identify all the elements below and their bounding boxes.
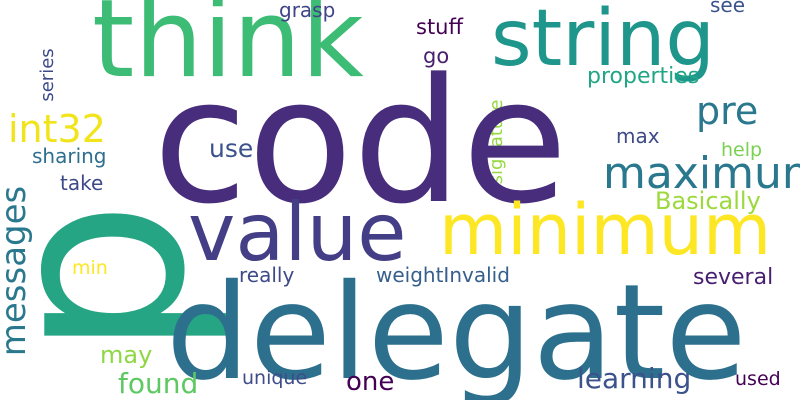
word-int32: int32 (8, 107, 106, 151)
word-one: one (346, 367, 395, 397)
word-stuff: stuff (416, 15, 463, 39)
word-used: used (735, 368, 781, 390)
word-pre: pre (696, 89, 759, 133)
word-basically: Basically (655, 187, 761, 215)
word-min: min (72, 257, 108, 279)
word-weightinvalid: weightInvalid (376, 263, 510, 287)
word-grasp: grasp (279, 0, 336, 22)
word-series: series (37, 48, 58, 102)
word-delegate: delegate (166, 256, 747, 400)
word-unique: unique (242, 367, 308, 389)
word-max: max (616, 124, 660, 148)
word-minimum: minimum (439, 189, 772, 271)
word-learning: learning (577, 362, 692, 395)
word-may: may (100, 341, 153, 369)
word-think: think (92, 0, 364, 102)
word-see: see (710, 0, 746, 17)
word-sharing: sharing (32, 144, 107, 168)
word-go: go (423, 44, 450, 68)
word-messages: messages (0, 185, 34, 357)
word-properties: properties (587, 64, 700, 89)
word-maximum: maximum (603, 148, 800, 199)
word-help: help (721, 139, 763, 161)
word-really: really (239, 263, 295, 287)
word-use: use (209, 134, 254, 163)
word-string: string (491, 0, 715, 84)
word-code: code (153, 41, 568, 242)
word-several: several (693, 265, 774, 290)
word-take: take (60, 171, 104, 195)
word-found: found (118, 367, 199, 400)
word-value: value (188, 186, 407, 279)
